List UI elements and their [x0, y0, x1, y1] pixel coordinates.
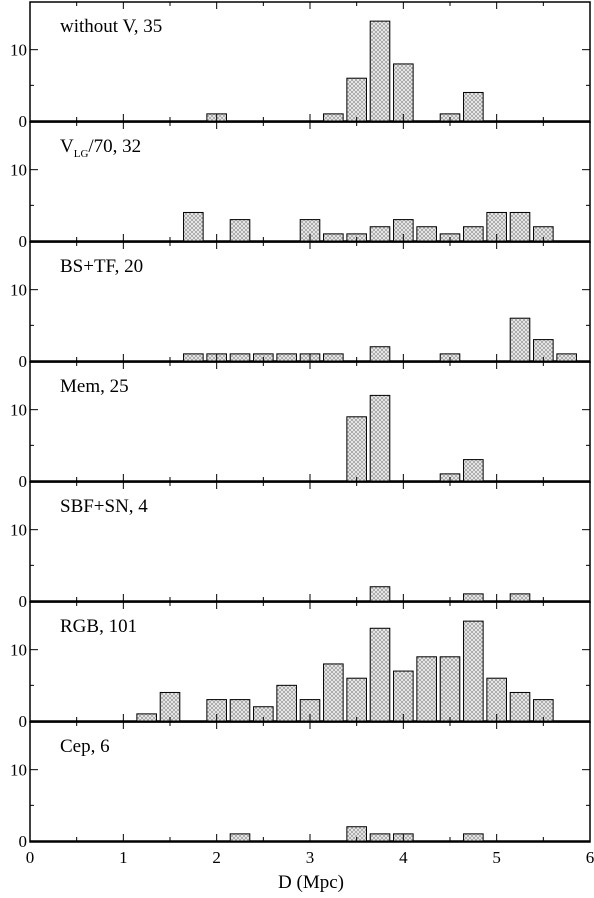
histogram-panel: 0 10 Mem, 25: [10, 361, 591, 491]
histogram-bar: [463, 833, 484, 842]
histogram-panel: 0 10 Cep, 6: [10, 721, 591, 851]
x-tick-label: 0: [26, 848, 35, 867]
histogram-bar: [463, 91, 484, 122]
histogram-bar: [369, 586, 391, 602]
y-tick-label: 0: [19, 832, 28, 851]
panels-layer: 0 10 without V, 35 0 10 VLG/70, 32 0 10 BS+TF, 2…: [10, 1, 591, 851]
histogram-bar: [346, 677, 367, 722]
histogram-bar: [323, 353, 344, 362]
x-tick-label: 6: [586, 848, 594, 867]
histogram-bar: [463, 226, 484, 242]
panel-label: Cep, 6: [60, 736, 110, 757]
y-tick-label: 0: [19, 352, 28, 371]
histogram-panel: 0 10 BS+TF, 20: [10, 241, 591, 371]
histogram-bar: [439, 656, 461, 722]
histogram-bar: [276, 684, 297, 722]
histogram-panel: 0 10 without V, 35: [10, 1, 591, 131]
histogram-bar: [509, 691, 531, 722]
y-tick-label: 0: [19, 712, 28, 731]
y-tick-label: 10: [10, 41, 27, 60]
x-tick-label: 4: [399, 848, 408, 867]
y-tick-label: 10: [10, 281, 27, 300]
y-tick-label: 10: [10, 521, 27, 540]
histogram-bar: [393, 63, 414, 122]
histogram-bar: [463, 593, 484, 602]
y-tick-label: 0: [19, 592, 28, 611]
histogram-bar: [369, 833, 391, 842]
histogram-bar: [229, 833, 251, 842]
panel-label: BS+TF, 20: [60, 256, 143, 277]
histogram-bar: [323, 113, 344, 122]
histogram-bar: [393, 670, 414, 722]
histogram-bar: [183, 353, 204, 362]
histogram-panel: 0 10 SBF+SN, 4: [10, 481, 591, 611]
histogram-bar: [136, 713, 157, 722]
x-tick-label: 1: [119, 848, 128, 867]
histogram-bar: [416, 226, 437, 242]
histogram-bar: [229, 699, 251, 722]
histogram-bar: [509, 211, 531, 242]
panel-label: RGB, 101: [60, 616, 137, 637]
histogram-panel: 0 10 VLG/70, 32: [10, 121, 591, 251]
y-tick-label: 10: [10, 401, 27, 420]
histogram-bar: [276, 353, 297, 362]
y-tick-label: 10: [10, 641, 27, 660]
panel-label: VLG/70, 32: [60, 136, 141, 160]
histogram-bar: [509, 317, 531, 362]
histogram-bar: [369, 394, 391, 482]
histogram-bar: [346, 77, 367, 122]
y-tick-label: 10: [10, 161, 27, 180]
histogram-bar: [556, 353, 577, 362]
histogram-bar: [323, 233, 344, 242]
y-tick-label: 0: [19, 112, 28, 131]
histogram-bar: [369, 20, 391, 122]
panel-label: SBF+SN, 4: [60, 496, 148, 517]
histogram-bar: [416, 656, 437, 722]
x-tick-label: 2: [212, 848, 221, 867]
histogram-panel: 0 10 RGB, 101: [10, 601, 591, 731]
panel-frame: [29, 721, 591, 843]
x-tick-label: 3: [306, 848, 315, 867]
x-tick-label: 5: [492, 848, 501, 867]
histogram-bar: [369, 226, 391, 242]
histogram-bar: [183, 211, 204, 242]
x-axis-title: D (Mpc): [278, 872, 344, 893]
histogram-bar: [509, 593, 531, 602]
histogram-bar: [346, 416, 367, 482]
x-axis: 0 1 2 3 4 5 6: [26, 848, 594, 867]
panel-label: without V, 35: [60, 16, 162, 37]
histogram-bar: [463, 620, 484, 722]
histogram-bar: [463, 459, 484, 482]
histogram-bar: [369, 627, 391, 722]
histogram-bar: [229, 353, 251, 362]
histogram-bar: [229, 219, 251, 242]
y-tick-label: 0: [19, 472, 28, 491]
histogram-bar: [159, 691, 181, 722]
y-tick-label: 10: [10, 761, 27, 780]
y-tick-label: 0: [19, 232, 28, 251]
panel-label: Mem, 25: [60, 376, 129, 397]
histogram-bar: [323, 663, 344, 722]
histogram-bar: [369, 346, 391, 362]
